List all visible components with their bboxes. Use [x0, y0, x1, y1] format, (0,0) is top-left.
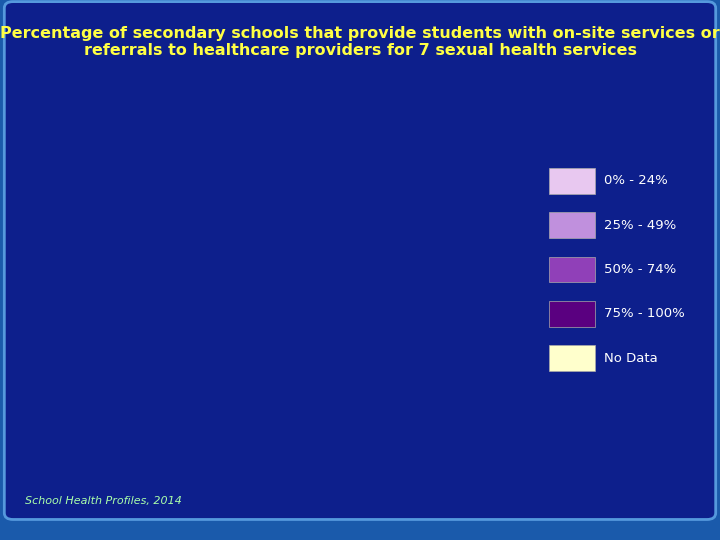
FancyBboxPatch shape: [549, 301, 595, 327]
FancyBboxPatch shape: [4, 2, 716, 519]
FancyBboxPatch shape: [549, 168, 595, 194]
Text: 0% - 24%: 0% - 24%: [604, 174, 668, 187]
Text: 75% - 100%: 75% - 100%: [604, 307, 685, 320]
Text: Percentage of secondary schools that provide students with on-site services or
r: Percentage of secondary schools that pro…: [0, 26, 720, 58]
Text: School Health Profiles, 2014: School Health Profiles, 2014: [25, 496, 182, 506]
FancyBboxPatch shape: [549, 256, 595, 282]
Text: 25% - 49%: 25% - 49%: [604, 219, 676, 232]
Text: No Data: No Data: [604, 352, 658, 365]
FancyBboxPatch shape: [549, 212, 595, 238]
Text: 50% - 74%: 50% - 74%: [604, 263, 676, 276]
FancyBboxPatch shape: [549, 345, 595, 371]
